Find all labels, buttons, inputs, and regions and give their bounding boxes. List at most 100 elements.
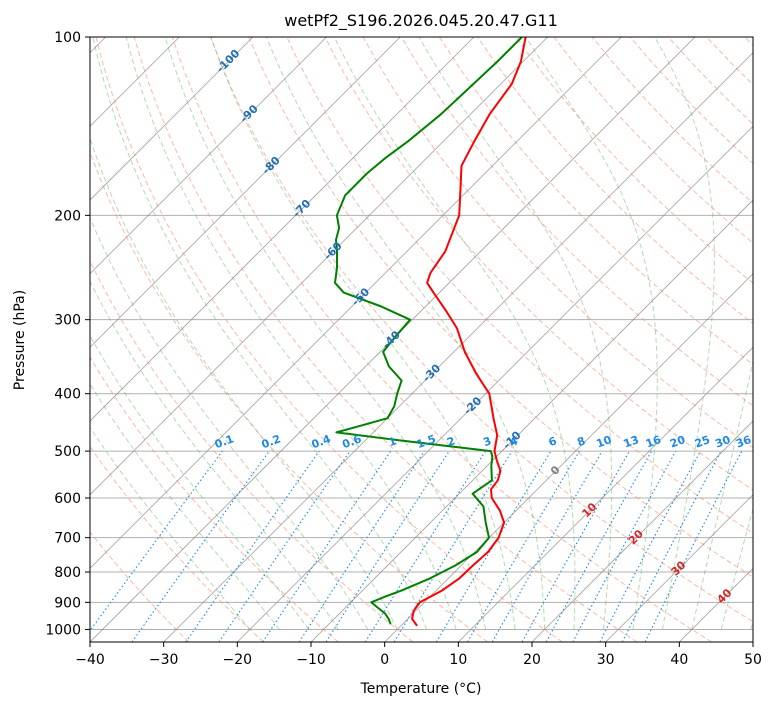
mixing-ratio-label: 20 — [668, 433, 687, 451]
moist-adiabat — [265, 37, 546, 630]
x-tick-label: −30 — [149, 652, 179, 668]
mixing-ratio-line — [131, 450, 270, 642]
mixing-ratio-label: 6 — [547, 434, 559, 449]
y-tick-label: 900 — [54, 595, 81, 611]
moist-adiabat — [90, 334, 310, 630]
dry-adiabat — [133, 37, 638, 642]
plot-frame — [89, 36, 754, 643]
x-tick-label: −10 — [296, 652, 326, 668]
isotherm-line — [752, 641, 753, 642]
isotherm-line — [237, 125, 753, 642]
moist-adiabat — [92, 37, 428, 630]
moist-adiabat — [418, 37, 613, 630]
reference-arc — [0, 37, 69, 642]
mixing-ratio-label: 0.1 — [213, 432, 236, 451]
isotherm-line — [605, 494, 753, 642]
dry-adiabat — [400, 37, 753, 407]
dry-adiabat — [95, 37, 563, 642]
moist-adiabat — [90, 216, 369, 630]
grid-layer — [0, 37, 753, 642]
dry-adiabat — [90, 445, 264, 642]
mixing-ratio-label: 25 — [693, 433, 712, 450]
y-tick-label: 600 — [54, 491, 81, 507]
moist-adiabat — [750, 619, 753, 630]
mixing-ratio-label: 0.2 — [260, 432, 283, 451]
axes-layer: −40 −30 −20 −10 0 10 20 30 40 5010020030040050060… — [45, 30, 762, 668]
mixing-ratio-line — [644, 450, 743, 642]
dry-adiabat — [210, 37, 753, 623]
y-tick-label: 200 — [54, 208, 81, 224]
isotherm-line — [163, 52, 753, 642]
x-tick-label: 50 — [744, 652, 762, 668]
dry-adiabat — [438, 37, 753, 366]
curve-layer — [334, 37, 527, 627]
moist-adiabat — [654, 37, 715, 630]
dry-adiabat — [248, 37, 753, 578]
mixing-ratio-label: 10 — [595, 433, 614, 451]
y-tick-label: 400 — [54, 387, 81, 403]
moist-adiabat — [525, 37, 658, 630]
x-tick-label: 0 — [380, 652, 389, 668]
mixing-ratio-label: 0.6 — [341, 432, 364, 451]
mixing-ratio-label: 30 — [713, 433, 732, 451]
mixing-ratio-line — [185, 450, 320, 642]
isotherm-line — [90, 37, 622, 569]
mixing-ratio-label: 0.4 — [310, 432, 333, 451]
y-axis-label: Pressure (hPa) — [12, 290, 28, 390]
isotherm-line — [90, 37, 327, 275]
x-tick-label: 40 — [670, 652, 688, 668]
isotherm-line — [90, 37, 401, 348]
mixing-ratio-line — [393, 450, 513, 642]
isotherm-line — [90, 37, 254, 201]
dry-adiabat — [515, 37, 753, 284]
mixing-ratio-label: 8 — [575, 434, 587, 449]
mixing-ratio-line — [325, 450, 450, 642]
x-axis-label: Temperature (°C) — [360, 681, 482, 697]
y-tick-label: 1000 — [45, 622, 81, 638]
y-tick-label: 300 — [54, 313, 81, 329]
isotherm-line — [458, 346, 753, 642]
moist-adiabat — [210, 37, 516, 630]
mixing-ratio-line — [545, 450, 653, 642]
plot-area — [90, 37, 753, 642]
mixing-ratio-line — [90, 450, 223, 632]
mixing-ratio-line — [298, 450, 425, 642]
isotherm-line — [90, 37, 475, 422]
mixing-ratio-label: 1.5 — [415, 432, 438, 451]
mixing-ratio-label: 13 — [622, 433, 641, 450]
mixing-ratio-label: 2 — [445, 434, 457, 449]
temperature-line — [411, 37, 527, 627]
dry-adiabat — [324, 37, 753, 491]
y-tick-label: 500 — [54, 444, 81, 460]
mixing-ratio-label: 16 — [644, 433, 663, 451]
moist-adiabat — [164, 37, 487, 630]
dry-adiabat — [90, 356, 339, 642]
y-tick-label: 100 — [54, 30, 81, 46]
moist-adiabat — [90, 280, 339, 630]
dry-adiabat — [90, 259, 414, 642]
x-tick-label: −20 — [223, 652, 253, 668]
dewpoint-line — [334, 37, 523, 625]
x-tick-label: 30 — [597, 652, 615, 668]
plot-background — [90, 37, 753, 642]
dry-adiabat — [90, 150, 488, 642]
mixing-ratio-label: 1 — [387, 434, 399, 449]
moist-adiabat — [125, 37, 457, 630]
moist-adiabat — [90, 136, 398, 630]
isotherm-line — [90, 37, 548, 496]
dry-adiabat — [171, 37, 712, 642]
mixing-ratio-line — [572, 450, 677, 642]
mixing-ratio-line — [262, 450, 392, 642]
y-tick-label: 800 — [54, 565, 81, 581]
x-tick-label: −40 — [75, 652, 105, 668]
x-tick-label: 10 — [449, 652, 467, 668]
mixing-ratio-label: 3 — [481, 434, 493, 449]
moist-adiabat — [691, 358, 753, 630]
chart-title: wetPf2_S196.2026.045.20.47.G11 — [284, 11, 558, 31]
y-tick-label: 700 — [54, 531, 81, 547]
isotherm-line — [531, 420, 753, 642]
dry-adiabat — [90, 531, 190, 642]
mixing-ratio-line — [218, 450, 351, 642]
mixing-ratio-line — [521, 450, 630, 642]
